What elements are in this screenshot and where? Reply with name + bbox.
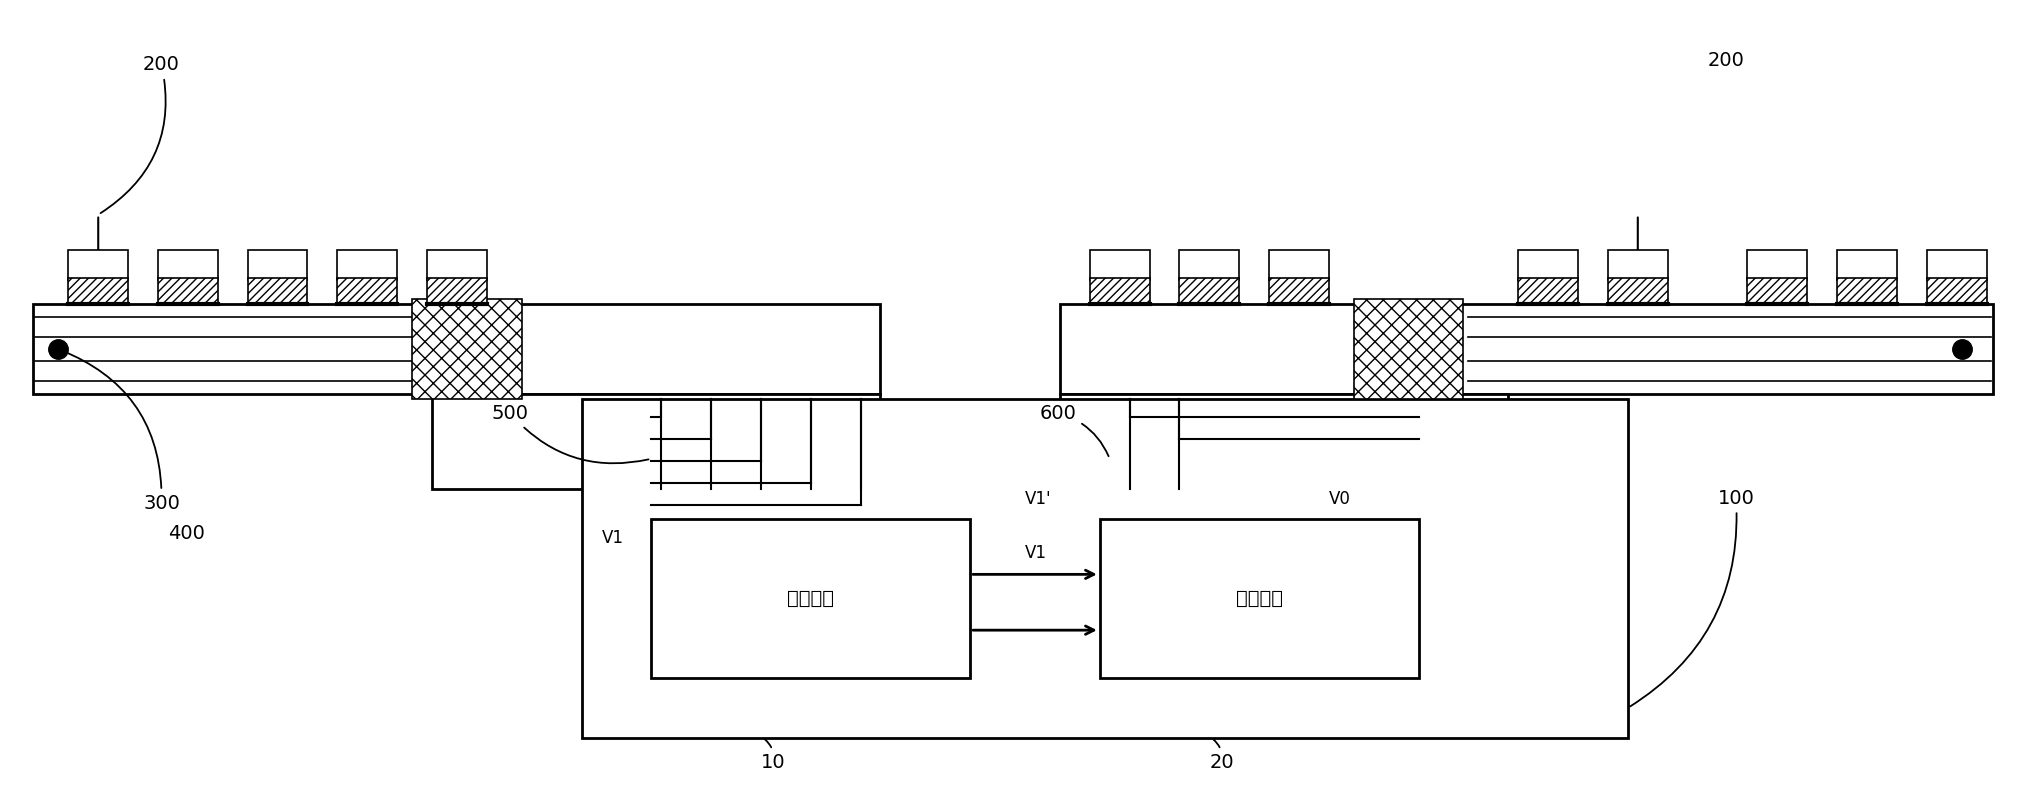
Bar bbox=[427, 278, 486, 305]
Bar bbox=[1838, 278, 1896, 305]
Text: 400: 400 bbox=[168, 524, 205, 543]
Text: 200: 200 bbox=[1708, 50, 1744, 69]
Bar bbox=[1927, 278, 1988, 305]
Bar bbox=[581, 399, 1627, 738]
Bar bbox=[432, 394, 881, 488]
Text: V1: V1 bbox=[1025, 544, 1047, 563]
Bar bbox=[1090, 249, 1149, 279]
Bar bbox=[1179, 278, 1240, 305]
Bar bbox=[1060, 394, 1507, 488]
Bar bbox=[1609, 278, 1667, 305]
Bar bbox=[34, 305, 881, 394]
Bar bbox=[69, 278, 128, 305]
Text: 200: 200 bbox=[101, 55, 180, 213]
Bar bbox=[1179, 249, 1240, 279]
Text: V0: V0 bbox=[1329, 490, 1351, 507]
Bar bbox=[247, 278, 308, 305]
Text: 10: 10 bbox=[762, 739, 786, 772]
Text: 300: 300 bbox=[61, 350, 180, 513]
Bar bbox=[1100, 518, 1418, 678]
Bar bbox=[1927, 249, 1988, 279]
Bar bbox=[247, 249, 308, 279]
Bar bbox=[1268, 249, 1329, 279]
Bar bbox=[1746, 278, 1807, 305]
Bar bbox=[338, 278, 397, 305]
Bar bbox=[1060, 305, 1992, 394]
Bar bbox=[1838, 249, 1896, 279]
Bar bbox=[1268, 278, 1329, 305]
Bar bbox=[427, 249, 486, 279]
Bar bbox=[411, 299, 523, 399]
Bar bbox=[158, 278, 219, 305]
Text: 600: 600 bbox=[1039, 404, 1108, 456]
Text: 100: 100 bbox=[1631, 488, 1755, 706]
Text: 20: 20 bbox=[1210, 739, 1234, 772]
Bar bbox=[650, 518, 970, 678]
Text: 补偿电路: 补偿电路 bbox=[1236, 589, 1282, 608]
Text: 500: 500 bbox=[492, 404, 648, 463]
Bar bbox=[1090, 278, 1149, 305]
Text: V1: V1 bbox=[602, 529, 624, 548]
Bar bbox=[1609, 249, 1667, 279]
Bar bbox=[1353, 299, 1463, 399]
Bar bbox=[1746, 249, 1807, 279]
Bar bbox=[1517, 249, 1578, 279]
Bar bbox=[158, 249, 219, 279]
Bar bbox=[1517, 278, 1578, 305]
Text: V1': V1' bbox=[1025, 490, 1051, 507]
Bar bbox=[338, 249, 397, 279]
Bar bbox=[69, 249, 128, 279]
Text: 伽马电路: 伽马电路 bbox=[788, 589, 835, 608]
